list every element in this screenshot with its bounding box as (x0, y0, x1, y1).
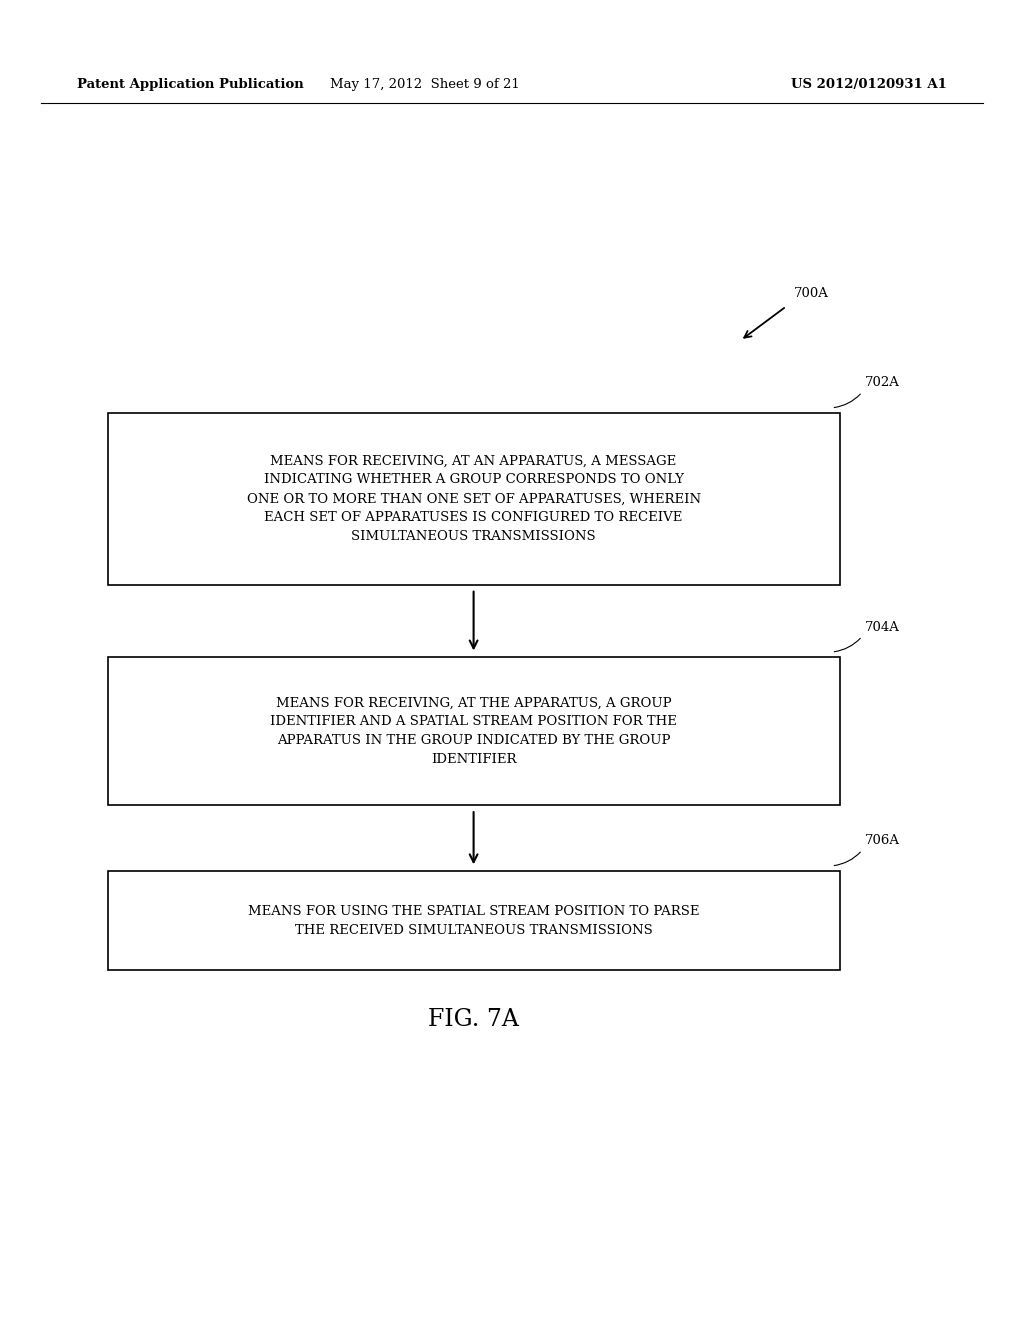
Text: FIG. 7A: FIG. 7A (428, 1008, 519, 1031)
Text: 702A: 702A (865, 376, 900, 389)
FancyBboxPatch shape (108, 413, 840, 585)
FancyBboxPatch shape (108, 657, 840, 805)
FancyBboxPatch shape (108, 871, 840, 970)
Text: 706A: 706A (865, 834, 900, 847)
Text: MEANS FOR USING THE SPATIAL STREAM POSITION TO PARSE
THE RECEIVED SIMULTANEOUS T: MEANS FOR USING THE SPATIAL STREAM POSIT… (248, 904, 699, 937)
Text: Patent Application Publication: Patent Application Publication (77, 78, 303, 91)
Text: 700A: 700A (794, 286, 828, 300)
Text: May 17, 2012  Sheet 9 of 21: May 17, 2012 Sheet 9 of 21 (330, 78, 520, 91)
Text: 704A: 704A (865, 620, 900, 634)
Text: MEANS FOR RECEIVING, AT THE APPARATUS, A GROUP
IDENTIFIER AND A SPATIAL STREAM P: MEANS FOR RECEIVING, AT THE APPARATUS, A… (270, 696, 677, 767)
Text: MEANS FOR RECEIVING, AT AN APPARATUS, A MESSAGE
INDICATING WHETHER A GROUP CORRE: MEANS FOR RECEIVING, AT AN APPARATUS, A … (247, 454, 700, 544)
Text: US 2012/0120931 A1: US 2012/0120931 A1 (792, 78, 947, 91)
